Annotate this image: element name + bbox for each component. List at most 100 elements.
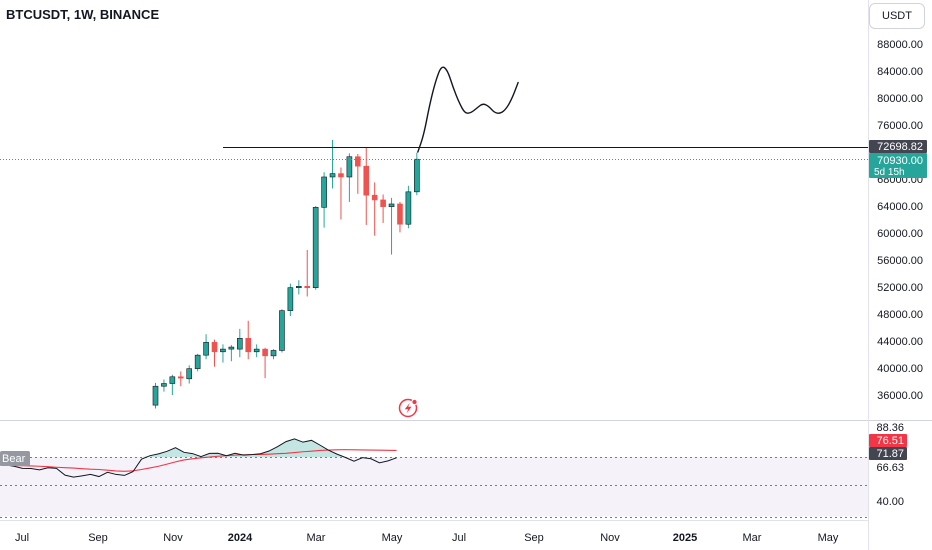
- price-tick-60000: 60000.00: [877, 228, 923, 240]
- candle: [186, 365, 193, 384]
- candle-body: [279, 310, 285, 351]
- candle-body: [380, 199, 386, 207]
- candle-body: [186, 368, 193, 380]
- candle-body: [177, 376, 184, 379]
- last-price-tag: [869, 153, 927, 178]
- candle-body: [296, 286, 302, 288]
- oscillator-line: [0, 438, 397, 478]
- time-label-year: 2025: [673, 532, 697, 544]
- candle-body: [355, 156, 361, 167]
- projection-drawing[interactable]: [417, 66, 519, 153]
- candle: [203, 334, 209, 360]
- time-label: May: [382, 532, 403, 544]
- candle: [414, 152, 420, 196]
- candle-body: [169, 376, 176, 384]
- candles-group[interactable]: [152, 139, 420, 409]
- oscillator-band-fill: [0, 457, 868, 517]
- last-price-text: 70930.00: [877, 155, 923, 167]
- symbol-title[interactable]: BTCUSDT, 1W, BINANCE: [6, 7, 160, 22]
- candle: [321, 172, 327, 228]
- candle-body: [220, 348, 226, 353]
- osc-tick-40: 40.00: [876, 496, 904, 508]
- time-label: Mar: [307, 532, 326, 544]
- level-price-text: 72698.82: [877, 141, 923, 153]
- candle-body: [152, 385, 159, 406]
- candle: [262, 347, 268, 379]
- candle-body: [161, 383, 167, 387]
- price-tick-56000: 56000.00: [877, 255, 923, 267]
- candle: [152, 382, 159, 409]
- osc-band-tag: [869, 447, 907, 460]
- price-tick-40000: 40000.00: [877, 363, 923, 375]
- osc-tick-88: 88.36: [876, 422, 904, 434]
- candle-body: [262, 348, 268, 357]
- bear-label-box[interactable]: [0, 451, 30, 466]
- candle-body: [194, 354, 201, 369]
- candle-body: [321, 176, 327, 208]
- candle: [253, 344, 260, 358]
- candle-body: [203, 342, 209, 356]
- time-label: Mar: [743, 532, 762, 544]
- oscillator-pane[interactable]: [0, 438, 868, 518]
- candle-body: [211, 342, 218, 353]
- candle-body: [287, 287, 294, 311]
- price-tick-44000: 44000.00: [877, 336, 923, 348]
- candle: [355, 154, 361, 194]
- price-tick-64000: 64000.00: [877, 201, 923, 213]
- countdown-text: 5d 15h: [874, 167, 905, 178]
- candle-body: [253, 348, 260, 353]
- candle-body: [388, 203, 395, 207]
- candle-body: [414, 158, 420, 193]
- time-label: Sep: [88, 532, 108, 544]
- time-label: Sep: [524, 532, 544, 544]
- candle: [270, 349, 277, 360]
- osc-signal-tag: [869, 434, 907, 447]
- candle: [371, 182, 378, 236]
- candle-body: [270, 350, 277, 357]
- candle: [220, 344, 226, 363]
- osc-tick-66: 66.63: [876, 462, 904, 474]
- candle-body: [237, 337, 243, 350]
- osc-signal-value: 76.51: [876, 435, 904, 447]
- time-label: Jul: [15, 532, 29, 544]
- candle: [237, 328, 243, 358]
- price-tick-76000: 76000.00: [877, 120, 923, 132]
- candle: [194, 353, 201, 372]
- candle: [279, 309, 285, 353]
- price-tick-52000: 52000.00: [877, 282, 923, 294]
- candle: [380, 194, 386, 223]
- time-label: Nov: [163, 532, 183, 544]
- price-tick-80000: 80000.00: [877, 93, 923, 105]
- candle: [211, 339, 218, 367]
- candle-body: [329, 173, 336, 178]
- candle-body: [363, 165, 370, 196]
- candle: [388, 197, 395, 255]
- candle-body: [397, 203, 403, 225]
- candle: [304, 249, 311, 297]
- candle: [397, 201, 403, 233]
- candle: [296, 280, 302, 295]
- bear-label[interactable]: Bear: [2, 453, 26, 465]
- price-tick-84000: 84000.00: [877, 66, 923, 78]
- time-label-year: 2024: [228, 532, 253, 544]
- level-price-tag: [869, 140, 927, 153]
- candle: [169, 374, 176, 395]
- candle: [287, 283, 294, 317]
- candle: [161, 379, 167, 392]
- candle: [177, 371, 184, 387]
- candle-body: [338, 173, 344, 178]
- candle-body: [405, 191, 412, 225]
- osc-band-value: 71.87: [876, 448, 904, 460]
- price-tick-88000: 88000.00: [877, 39, 923, 51]
- lightning-event-icon[interactable]: [398, 398, 418, 418]
- oscillator-overbought-fill: [141, 438, 346, 457]
- candle: [312, 206, 319, 290]
- time-label: Jul: [452, 532, 466, 544]
- candle-body: [228, 346, 235, 350]
- candle-body: [312, 207, 319, 288]
- time-label: Nov: [600, 532, 620, 544]
- currency-button[interactable]: USDT: [869, 3, 925, 29]
- candle-body: [304, 286, 311, 288]
- price-tick-48000: 48000.00: [877, 309, 923, 321]
